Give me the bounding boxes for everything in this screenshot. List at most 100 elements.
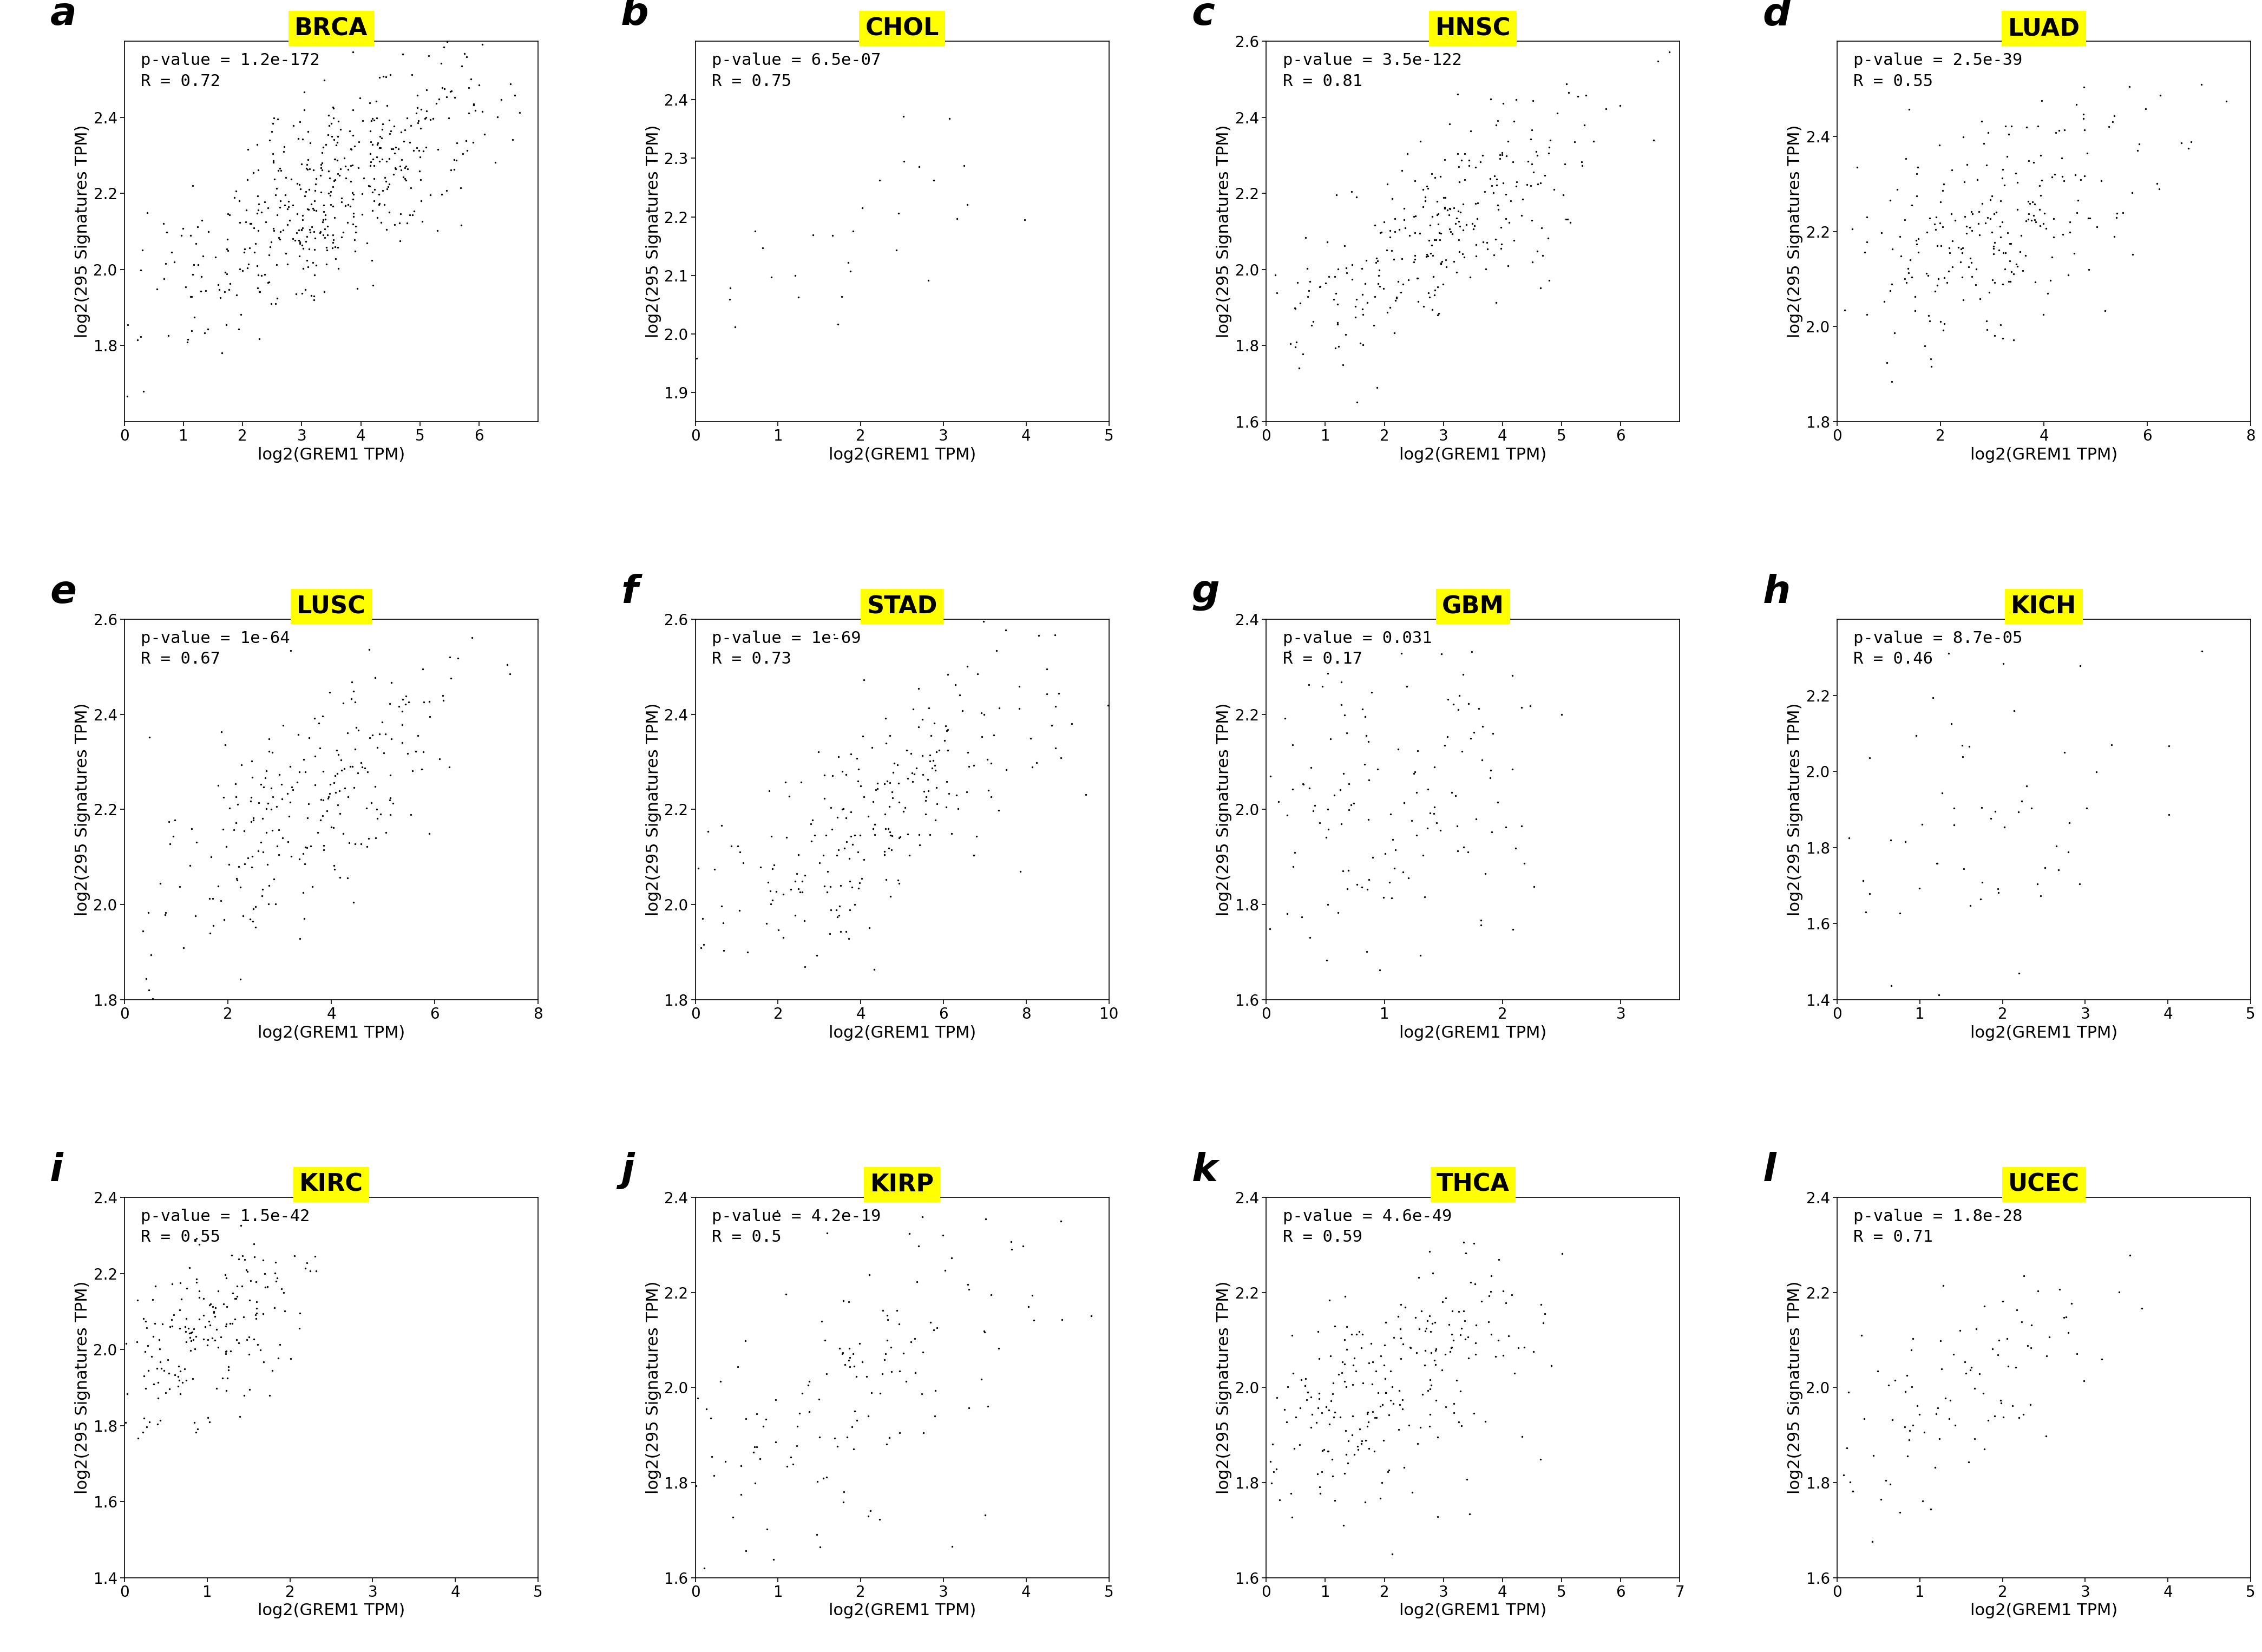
Point [258, 793, 294, 819]
Point [1283, 1394, 1319, 1421]
Point [290, 223, 326, 249]
Point [1020, 623, 1056, 649]
Point [1448, 1241, 1484, 1267]
Point [328, 154, 364, 180]
Point [830, 249, 866, 276]
Point [197, 1303, 233, 1330]
Point [753, 823, 789, 849]
Point [371, 170, 407, 197]
Point [1359, 271, 1396, 297]
Point [190, 218, 226, 244]
Point [1491, 253, 1527, 279]
Point [1244, 681, 1280, 707]
Point [1500, 1335, 1536, 1361]
Point [878, 236, 914, 263]
Point [439, 131, 475, 157]
Point [337, 220, 373, 246]
Point [124, 1305, 161, 1332]
Point [970, 1393, 1007, 1419]
Point [1316, 1487, 1353, 1513]
Point [2049, 839, 2086, 866]
Title: KIRP: KIRP [871, 1173, 934, 1196]
Point [195, 1325, 231, 1351]
Point [1093, 671, 1129, 697]
Point [905, 778, 941, 805]
Point [305, 198, 342, 225]
Point [1405, 292, 1441, 319]
Point [199, 1335, 235, 1361]
Point [1497, 834, 1534, 861]
Point [1450, 839, 1486, 866]
Point [206, 785, 242, 811]
Point [167, 1305, 204, 1332]
Point [1527, 1300, 1563, 1327]
Point [256, 104, 292, 131]
Point [260, 157, 296, 183]
Point [1459, 231, 1495, 258]
Point [1900, 1401, 1936, 1427]
Point [993, 1227, 1029, 1254]
Point [1452, 1502, 1488, 1528]
Point [1902, 876, 1939, 902]
Point [875, 750, 912, 776]
Point [918, 775, 955, 801]
Point [244, 1300, 280, 1327]
Point [217, 1285, 253, 1312]
Point [443, 211, 480, 238]
Point [1513, 692, 1549, 719]
Point [224, 902, 260, 928]
Point [364, 126, 400, 152]
Point [1425, 248, 1461, 274]
Point [430, 106, 466, 132]
Point [228, 197, 265, 223]
Text: f: f [620, 573, 638, 611]
Point [323, 747, 360, 773]
Point [2004, 1308, 2040, 1335]
Point [1355, 312, 1391, 339]
Point [2031, 268, 2067, 294]
Point [785, 1379, 821, 1406]
Point [753, 890, 789, 917]
Point [905, 705, 941, 732]
Point [100, 897, 136, 923]
Point [228, 254, 265, 281]
Point [403, 144, 439, 170]
Point [1477, 1343, 1513, 1370]
Point [240, 253, 276, 279]
Point [1920, 266, 1957, 292]
Point [423, 182, 459, 208]
Point [335, 122, 371, 149]
Point [167, 1313, 204, 1340]
Point [251, 890, 287, 917]
Point [1244, 1436, 1280, 1462]
Point [1452, 264, 1488, 291]
Point [2115, 180, 2151, 206]
Point [314, 104, 351, 131]
Point [339, 717, 375, 743]
Point [857, 776, 893, 803]
Point [979, 638, 1016, 664]
Point [387, 154, 423, 180]
Point [1375, 246, 1411, 273]
Point [1384, 859, 1421, 885]
Point [2013, 795, 2049, 821]
Point [884, 104, 921, 131]
Point [389, 155, 425, 182]
Point [274, 165, 310, 192]
Point [722, 897, 758, 923]
Point [292, 177, 328, 203]
Point [780, 1399, 817, 1426]
Point [785, 879, 821, 905]
Point [1384, 271, 1421, 297]
Point [1513, 117, 1549, 144]
Point [873, 884, 909, 910]
Point [855, 788, 891, 814]
Point [375, 112, 412, 139]
Point [941, 796, 977, 823]
Point [1984, 312, 2020, 339]
Point [1497, 1360, 1534, 1386]
Point [728, 1538, 765, 1564]
X-axis label: log2(GREM1 TPM): log2(GREM1 TPM) [1970, 1602, 2117, 1619]
Point [174, 172, 210, 198]
Point [400, 109, 437, 135]
